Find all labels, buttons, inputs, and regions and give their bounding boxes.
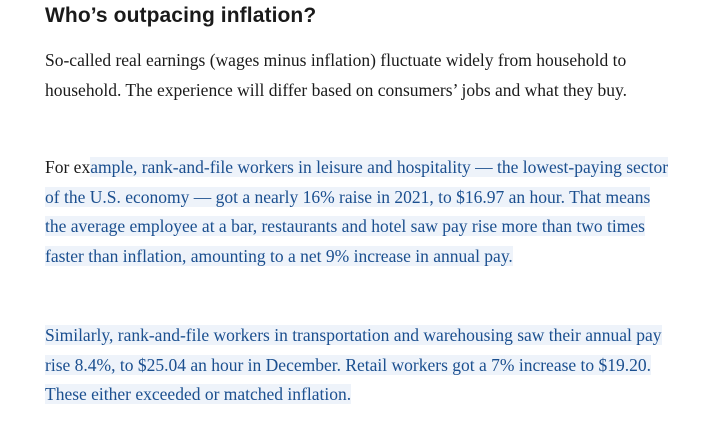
selected-text-highlight[interactable]: Similarly, rank-and-file workers in tran… [45,325,662,405]
section-heading: Who’s outpacing inflation? [45,4,317,27]
paragraph-transportation-retail: Similarly, rank-and-file workers in tran… [45,321,675,410]
paragraph-leisure-hospitality: For example, rank-and-file workers in le… [45,153,675,271]
paragraph-lead-text: For ex [45,157,91,177]
selected-text-highlight[interactable]: ample, rank-and-file workers in leisure … [45,157,669,266]
paragraph-real-earnings: So-called real earnings (wages minus inf… [45,50,628,100]
